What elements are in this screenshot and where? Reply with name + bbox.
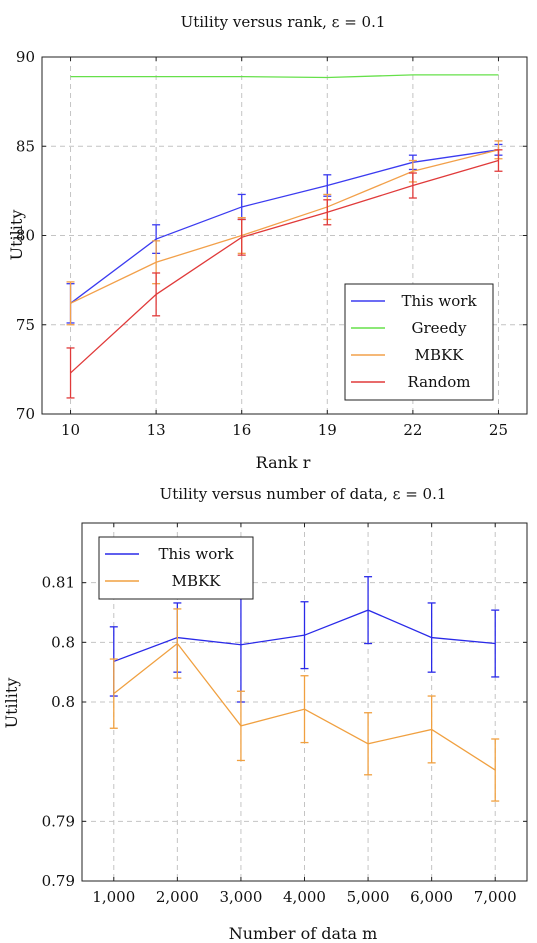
y-tick-label: 0.79 <box>42 812 75 830</box>
chart-utility-vs-number-of-data: Utility versus number of data, ε = 0.1 N… <box>2 485 528 943</box>
y-axis-label: Utility <box>7 210 26 261</box>
chart-utility-vs-rank: Utility versus rank, ε = 0.1 Rank r Util… <box>7 13 528 472</box>
x-tick-label: 7,000 <box>474 888 517 906</box>
legend-label: MBKK <box>415 346 465 364</box>
legend-label: This work <box>401 292 477 310</box>
series-this-work <box>109 576 500 703</box>
legend: This work MBKK <box>98 536 254 600</box>
y-axis-label: Utility <box>2 678 21 729</box>
series-random <box>66 149 503 399</box>
y-tick-label: 70 <box>16 405 35 423</box>
series-line <box>70 149 499 304</box>
x-tick-label: 10 <box>61 421 80 439</box>
series-line <box>70 74 499 79</box>
series-line <box>70 149 499 304</box>
series-line <box>70 159 499 374</box>
series-mbkk <box>109 608 500 802</box>
x-tick-label: 5,000 <box>347 888 390 906</box>
series-this-work <box>66 143 503 324</box>
x-tick-label: 19 <box>318 421 337 439</box>
x-tick-label: 4,000 <box>283 888 326 906</box>
y-tick-label: 0.81 <box>42 574 75 592</box>
x-tick-label: 13 <box>147 421 166 439</box>
y-tick-label: 80 <box>16 227 35 245</box>
series-line <box>113 642 496 771</box>
x-tick-label: 25 <box>489 421 508 439</box>
chart-title: Utility versus rank, ε = 0.1 <box>181 13 386 31</box>
legend-label: This work <box>158 545 234 563</box>
y-tick-label: 90 <box>16 48 35 66</box>
y-tick-label: 0.8 <box>51 693 75 711</box>
x-tick-label: 22 <box>403 421 422 439</box>
legend-label: Random <box>407 373 470 391</box>
y-tick-label: 0.8 <box>51 633 75 651</box>
legend-label: Greedy <box>412 319 468 337</box>
y-tick-label: 75 <box>16 316 35 334</box>
x-axis-label: Rank r <box>256 453 311 472</box>
x-tick-label: 2,000 <box>156 888 199 906</box>
x-axis-label: Number of data m <box>229 924 378 943</box>
x-tick-label: 6,000 <box>410 888 453 906</box>
x-tick-label: 1,000 <box>92 888 135 906</box>
y-tick-label: 85 <box>16 137 35 155</box>
legend-box <box>344 283 494 401</box>
legend: This work Greedy MBKK Random <box>344 283 494 401</box>
chart-title: Utility versus number of data, ε = 0.1 <box>160 485 447 503</box>
legend-box <box>98 536 254 600</box>
x-tick-label: 3,000 <box>219 888 262 906</box>
x-tick-label: 16 <box>232 421 251 439</box>
y-tick-label: 0.79 <box>42 872 75 890</box>
series-greedy <box>70 74 499 79</box>
legend-label: MBKK <box>172 572 222 590</box>
